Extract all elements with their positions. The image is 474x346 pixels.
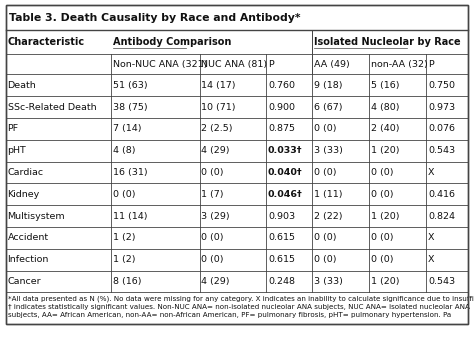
Text: Cancer: Cancer [8,277,41,286]
Text: Infection: Infection [8,255,49,264]
Text: 0.900: 0.900 [268,102,295,112]
Text: 1 (20): 1 (20) [371,146,400,155]
Text: AA (49): AA (49) [314,60,350,69]
Text: † indicates statistically significant values. Non-NUC ANA= non-isolated nucleola: † indicates statistically significant va… [8,304,469,310]
Text: SSc-Related Death: SSc-Related Death [8,102,96,112]
Text: 3 (33): 3 (33) [314,146,343,155]
Text: 0 (0): 0 (0) [371,168,393,177]
Text: Multisystem: Multisystem [8,211,65,221]
Text: Kidney: Kidney [8,190,40,199]
Text: 16 (31): 16 (31) [113,168,147,177]
Text: 6 (67): 6 (67) [314,102,343,112]
Text: 7 (14): 7 (14) [113,124,141,134]
Text: 0 (0): 0 (0) [371,190,393,199]
Text: Isolated Nucleolar by Race: Isolated Nucleolar by Race [314,37,461,47]
Text: pHT: pHT [8,146,27,155]
Text: *All data presented as N (%). No data were missing for any category. X indicates: *All data presented as N (%). No data we… [8,296,474,302]
Text: 0 (0): 0 (0) [371,233,393,243]
Text: 0 (0): 0 (0) [371,255,393,264]
Text: X: X [428,168,435,177]
Text: 2 (22): 2 (22) [314,211,343,221]
Text: P: P [428,60,434,69]
Text: Antibody Comparison: Antibody Comparison [113,37,231,47]
Text: 0.076: 0.076 [428,124,455,134]
Text: 4 (29): 4 (29) [201,146,230,155]
Text: 0.046†: 0.046† [268,190,302,199]
Text: X: X [428,233,435,243]
Text: 2 (40): 2 (40) [371,124,400,134]
Text: 0.750: 0.750 [428,81,455,90]
Text: 0.033†: 0.033† [268,146,302,155]
Text: NUC ANA (81): NUC ANA (81) [201,60,268,69]
Text: 1 (2): 1 (2) [113,255,136,264]
Text: Death: Death [8,81,36,90]
Text: 51 (63): 51 (63) [113,81,147,90]
Text: 0 (0): 0 (0) [201,168,224,177]
Text: 0.760: 0.760 [268,81,295,90]
Text: Cardiac: Cardiac [8,168,44,177]
Text: 0.615: 0.615 [268,233,295,243]
Text: 0.543: 0.543 [428,146,455,155]
Text: 0 (0): 0 (0) [314,255,337,264]
Text: 0.416: 0.416 [428,190,455,199]
Text: P: P [268,60,273,69]
Text: 0 (0): 0 (0) [113,190,136,199]
Text: 9 (18): 9 (18) [314,81,343,90]
Text: 5 (16): 5 (16) [371,81,400,90]
Text: 0.903: 0.903 [268,211,295,221]
Text: 0.875: 0.875 [268,124,295,134]
Text: X: X [428,255,435,264]
Text: 4 (80): 4 (80) [371,102,400,112]
Text: 0 (0): 0 (0) [314,233,337,243]
Text: 4 (8): 4 (8) [113,146,136,155]
Text: non-AA (32): non-AA (32) [371,60,428,69]
Text: 3 (33): 3 (33) [314,277,343,286]
Text: 1 (20): 1 (20) [371,211,400,221]
Text: 0.973: 0.973 [428,102,455,112]
Text: 0 (0): 0 (0) [314,168,337,177]
Text: 1 (20): 1 (20) [371,277,400,286]
Text: 0 (0): 0 (0) [201,255,224,264]
Text: Characteristic: Characteristic [8,37,85,47]
Text: 1 (7): 1 (7) [201,190,224,199]
Text: 8 (16): 8 (16) [113,277,141,286]
Text: 10 (71): 10 (71) [201,102,236,112]
Text: PF: PF [8,124,18,134]
Text: subjects, AA= African American, non-AA= non-African American, PF= pulmonary fibr: subjects, AA= African American, non-AA= … [8,312,451,318]
Text: 14 (17): 14 (17) [201,81,236,90]
Text: 11 (14): 11 (14) [113,211,147,221]
Text: 0.543: 0.543 [428,277,455,286]
Text: 3 (29): 3 (29) [201,211,230,221]
Text: 0.824: 0.824 [428,211,455,221]
Text: 4 (29): 4 (29) [201,277,230,286]
Text: 1 (2): 1 (2) [113,233,136,243]
Text: 0.615: 0.615 [268,255,295,264]
Text: 0 (0): 0 (0) [201,233,224,243]
Text: 0 (0): 0 (0) [314,124,337,134]
Text: 2 (2.5): 2 (2.5) [201,124,233,134]
Text: Accident: Accident [8,233,49,243]
Text: 0.248: 0.248 [268,277,295,286]
Text: 1 (11): 1 (11) [314,190,343,199]
Text: 38 (75): 38 (75) [113,102,147,112]
Text: Table 3. Death Causality by Race and Antibody*: Table 3. Death Causality by Race and Ant… [9,13,300,22]
Text: Non-NUC ANA (321): Non-NUC ANA (321) [113,60,207,69]
Text: 0.040†: 0.040† [268,168,302,177]
